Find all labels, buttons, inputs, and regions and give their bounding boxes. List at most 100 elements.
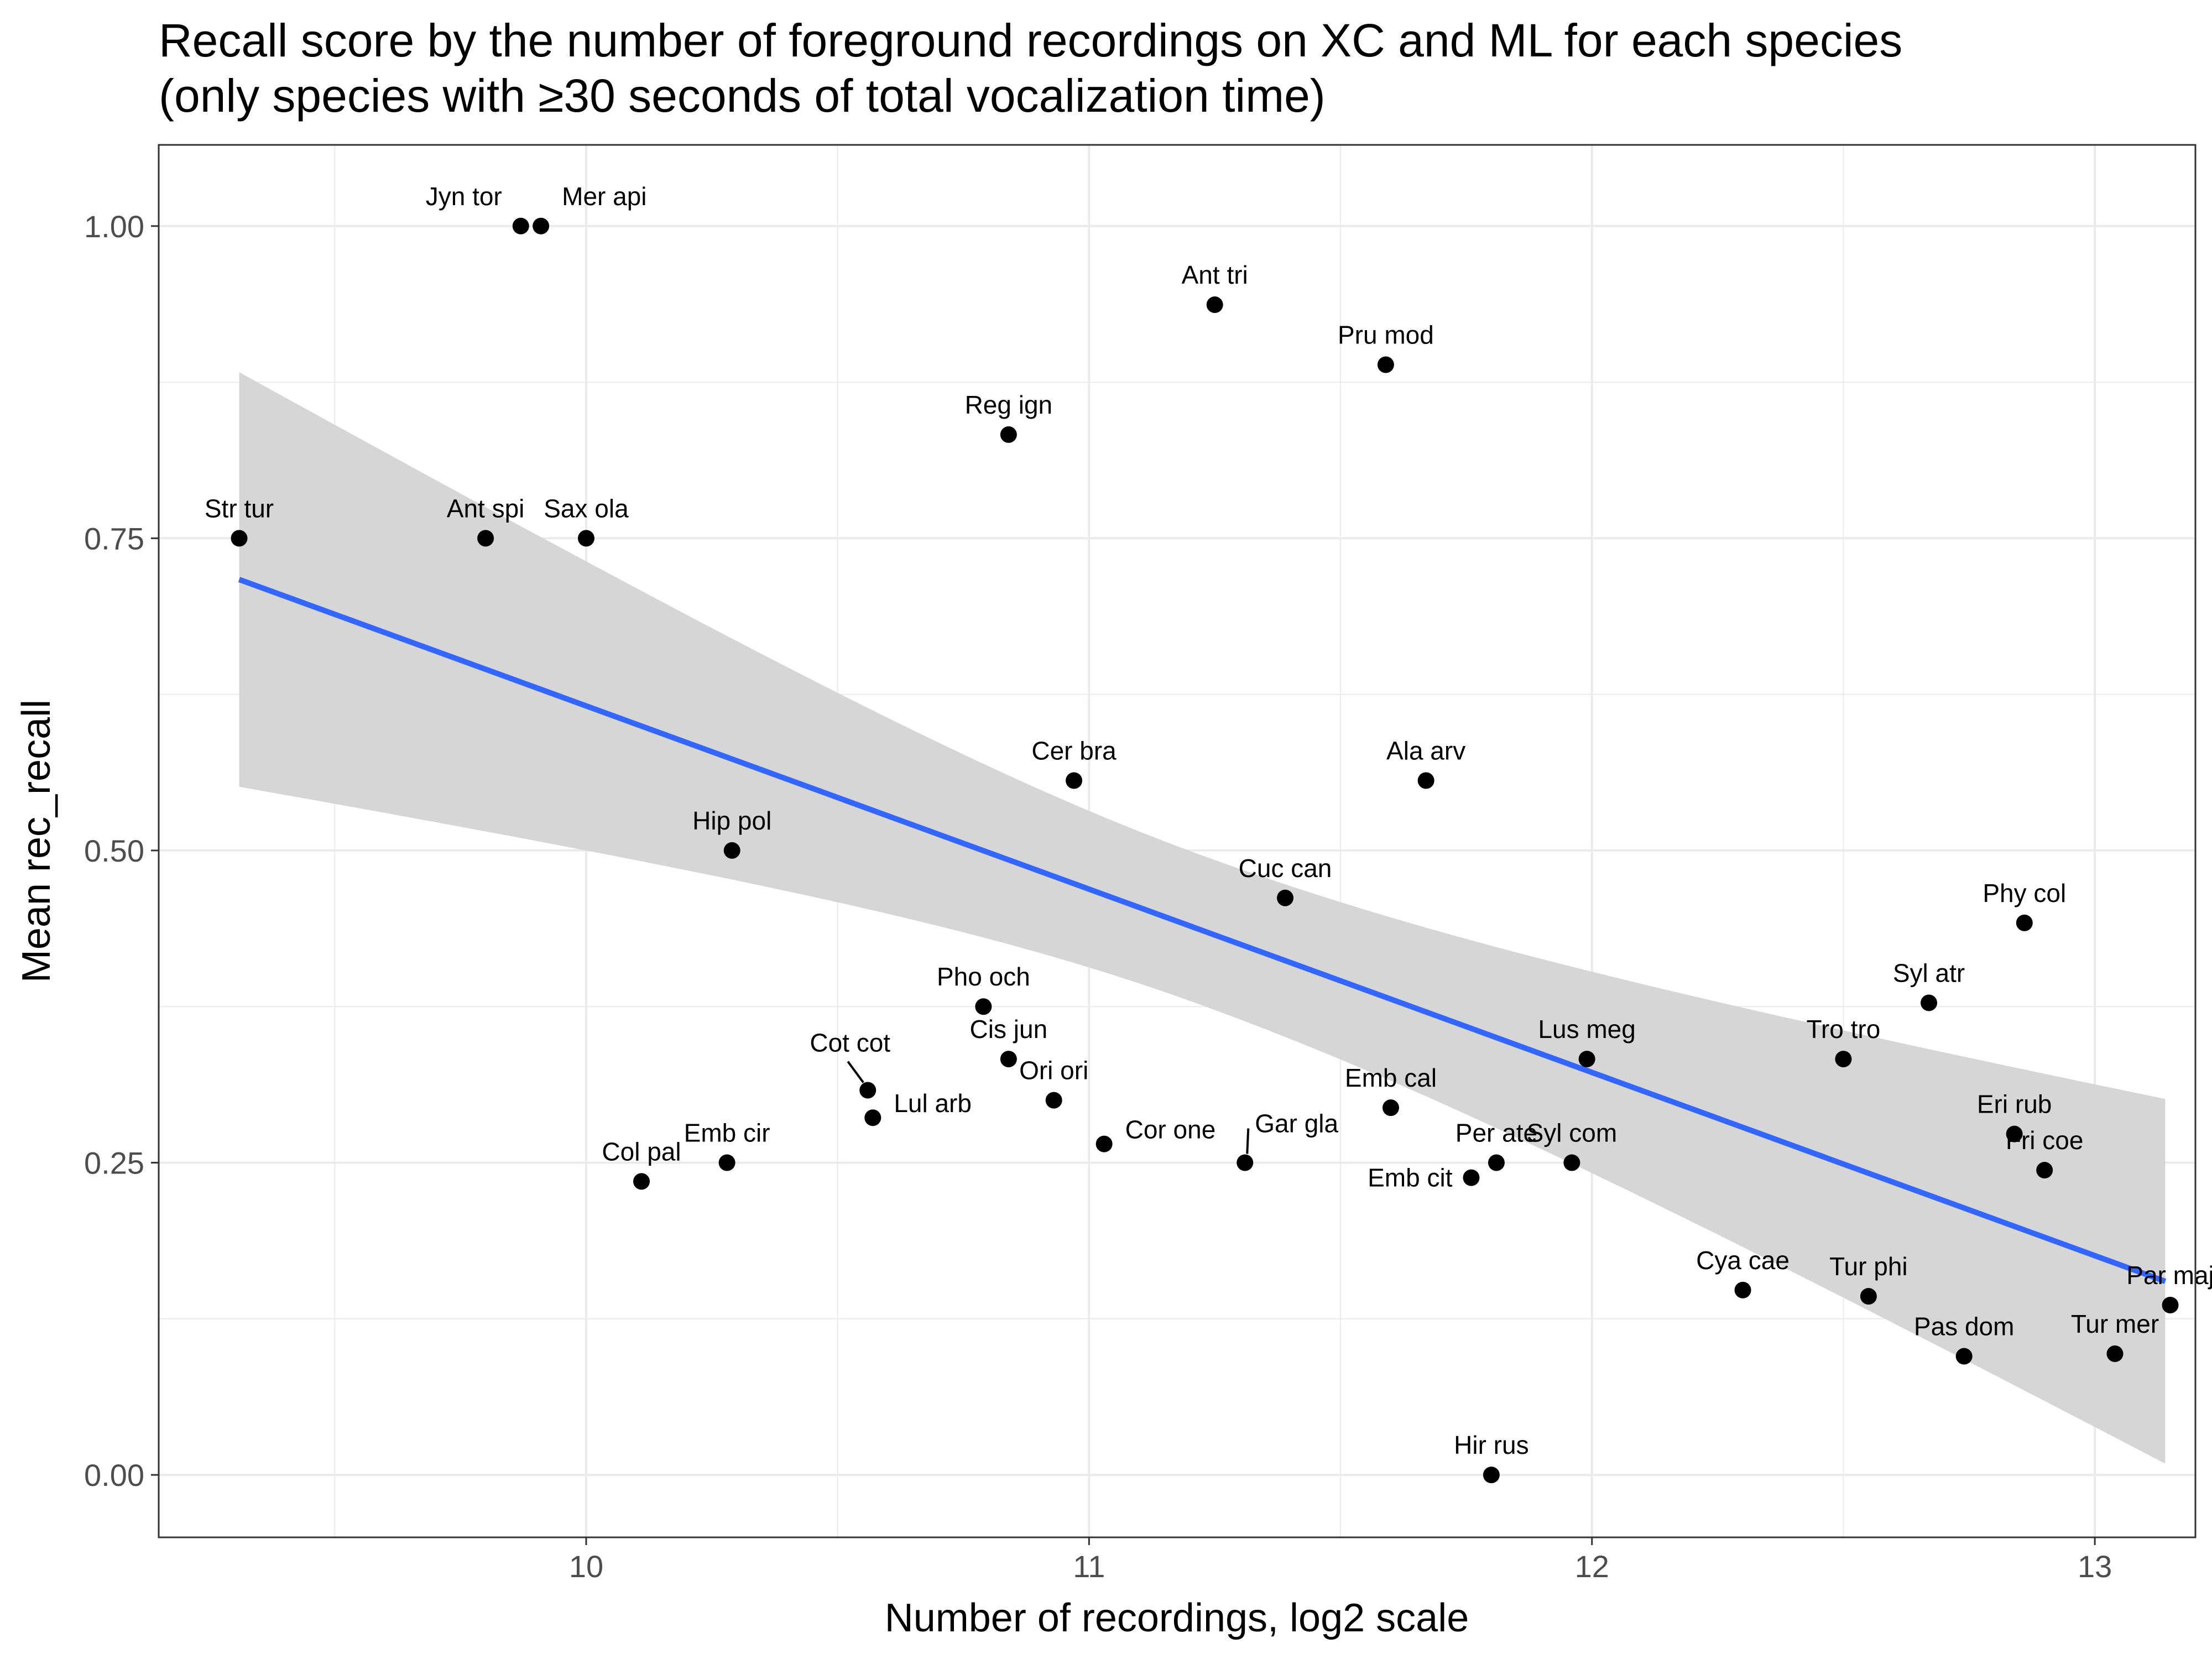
data-point — [1237, 1154, 1254, 1171]
data-point — [975, 998, 992, 1015]
data-point — [1488, 1154, 1505, 1171]
label-leader-line — [1246, 1128, 1250, 1154]
data-point — [1095, 1135, 1113, 1152]
data-point — [859, 1082, 877, 1099]
points-layer — [231, 217, 2179, 1484]
y-tick-label: 0.00 — [84, 1458, 144, 1493]
point-label: Emb cit — [1368, 1164, 1453, 1192]
x-tick-label: 13 — [2078, 1549, 2112, 1584]
data-point — [718, 1154, 735, 1171]
point-label: Tur phi — [1829, 1252, 1907, 1281]
data-point — [2162, 1296, 2179, 1313]
point-label: Per ate — [1455, 1119, 1537, 1147]
data-point — [1045, 1092, 1062, 1109]
point-label: Gar gla — [1255, 1109, 1338, 1138]
confidence-band — [239, 372, 2166, 1464]
trend-line-layer — [238, 577, 2167, 1284]
data-point — [1921, 994, 1938, 1011]
point-label: Col pal — [602, 1137, 681, 1166]
data-point — [1206, 296, 1223, 314]
point-label: Par maj — [2126, 1261, 2212, 1290]
point-label: Ori ori — [1019, 1056, 1088, 1085]
point-label: Tro tro — [1807, 1015, 1881, 1044]
data-point — [2036, 1162, 2053, 1179]
point-label: Cor one — [1125, 1115, 1216, 1144]
plot-border — [158, 144, 2197, 1538]
data-point — [477, 530, 494, 547]
data-point — [2106, 1345, 2124, 1363]
point-label: Cer bra — [1031, 736, 1117, 765]
point-label: Syl atr — [1893, 958, 1965, 987]
point-label: Sax ola — [544, 494, 629, 523]
point-label: Emb cal — [1345, 1063, 1437, 1092]
point-label: Ala arv — [1386, 736, 1465, 765]
point-label: Fri coe — [2006, 1126, 2084, 1155]
point-label: Mer api — [562, 182, 646, 211]
x-tick-label: 10 — [569, 1549, 603, 1584]
data-point — [512, 217, 529, 234]
data-point — [1066, 772, 1083, 789]
data-point — [2006, 1125, 2023, 1142]
data-point — [1860, 1288, 1877, 1305]
point-label: Pho och — [937, 962, 1030, 991]
point-label: Lul arb — [894, 1089, 972, 1118]
point-label: Hip pol — [692, 806, 771, 835]
data-point — [1377, 356, 1394, 373]
point-label: Reg ign — [965, 390, 1053, 419]
data-point — [533, 217, 550, 234]
data-point — [577, 530, 594, 547]
y-tick-label: 0.75 — [84, 521, 144, 556]
data-point — [1000, 1051, 1017, 1068]
data-point — [1563, 1154, 1580, 1171]
point-label: Hir rus — [1454, 1431, 1528, 1459]
data-point — [1000, 426, 1017, 443]
chart-title: Recall score by the number of foreground… — [159, 14, 1902, 66]
point-label: Syl com — [1527, 1119, 1618, 1147]
point-label: Cot cot — [810, 1029, 890, 1057]
x-tick-label: 12 — [1575, 1549, 1609, 1584]
data-point — [1277, 889, 1294, 906]
y-axis-ticks: 0.00 0.25 0.50 0.75 1.00 — [84, 209, 159, 1493]
point-label: Jyn tor — [426, 182, 502, 211]
y-tick-label: 0.25 — [84, 1146, 144, 1181]
data-point — [1955, 1348, 1973, 1365]
point-label: Lus meg — [1538, 1015, 1635, 1044]
trend-line — [238, 577, 2167, 1284]
point-label: Ant spi — [447, 494, 525, 523]
data-point — [231, 530, 248, 547]
confidence-band-layer — [239, 372, 2166, 1464]
data-point — [1734, 1281, 1751, 1298]
point-label: Pas dom — [1914, 1312, 2015, 1341]
point-label: Pru mod — [1338, 320, 1434, 349]
point-label: Ant tri — [1182, 260, 1248, 289]
point-labels-layer: Jyn tor Mer api Ant tri Pru mod Reg ign Str t… — [205, 182, 2212, 1459]
point-label: Cya cae — [1696, 1246, 1790, 1275]
label-leader-line — [847, 1061, 864, 1083]
y-tick-label: 1.00 — [84, 209, 144, 244]
x-tick-label: 11 — [1073, 1549, 1105, 1584]
point-label: Emb cir — [684, 1119, 770, 1147]
data-point — [1835, 1051, 1852, 1068]
point-label: Tur mer — [2071, 1310, 2159, 1338]
plot-panel — [159, 145, 2195, 1537]
data-point — [1578, 1051, 1595, 1068]
data-point — [1463, 1169, 1480, 1186]
point-label: Cis jun — [970, 1015, 1048, 1044]
y-tick-label: 0.50 — [84, 833, 144, 868]
data-point — [2016, 914, 2033, 931]
data-point — [633, 1173, 650, 1190]
y-axis-title: Mean rec_recall — [14, 700, 59, 983]
point-label: Cuc can — [1239, 854, 1332, 883]
data-point — [723, 842, 740, 859]
x-axis-title: Number of recordings, log2 scale — [885, 1596, 1469, 1640]
data-point — [864, 1109, 881, 1126]
x-axis-ticks: 10 11 12 13 — [569, 1537, 2112, 1584]
point-label: Eri rub — [1977, 1090, 2052, 1119]
point-label: Phy col — [1983, 879, 2066, 907]
data-point — [1382, 1099, 1399, 1117]
chart-subtitle: (only species with ≥30 seconds of total … — [159, 70, 1326, 122]
point-label: Str tur — [205, 494, 274, 523]
data-point — [1417, 772, 1434, 789]
data-point — [1483, 1467, 1500, 1484]
